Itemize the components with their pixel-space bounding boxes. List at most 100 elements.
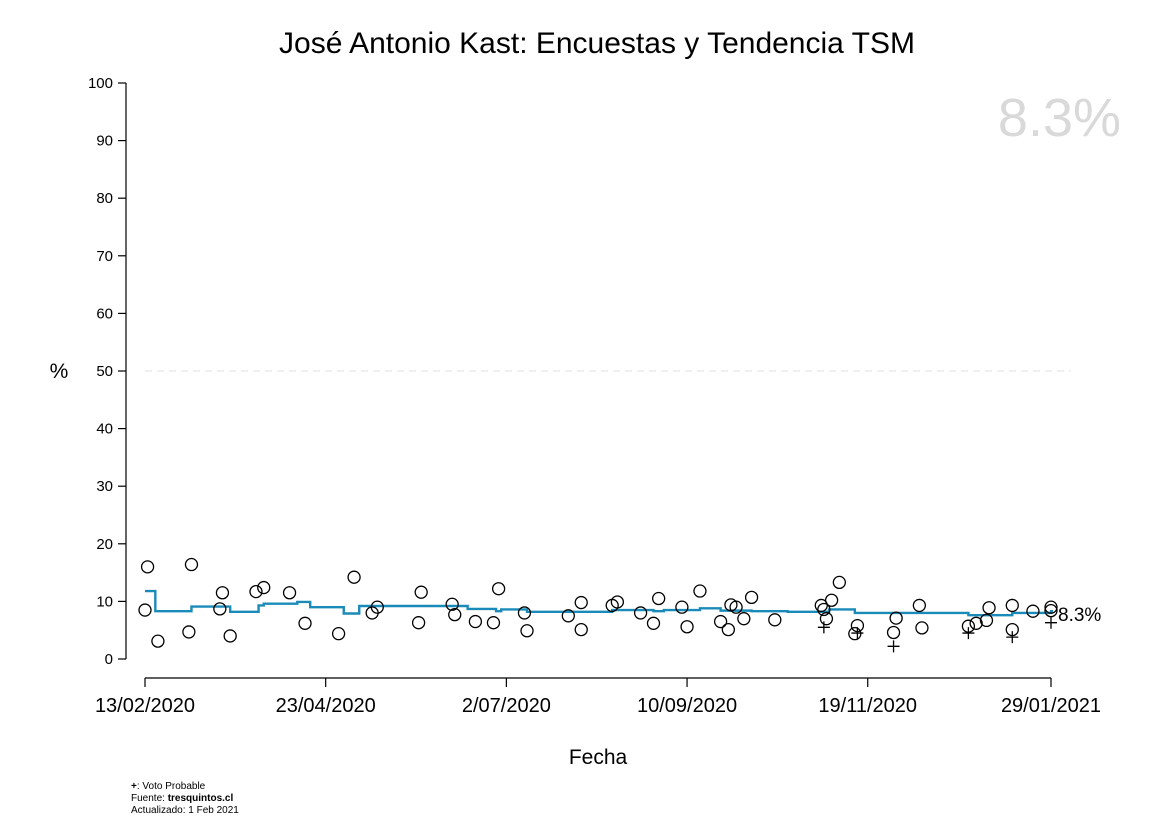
poll-point-58	[1005, 598, 1019, 613]
y-tick-label-80: 80	[96, 190, 113, 207]
y-tick-label-50: 50	[96, 363, 113, 380]
poll-point-2	[151, 634, 165, 648]
poll-point-27	[574, 595, 588, 610]
poll-point-34	[680, 620, 694, 634]
poll-point-50	[886, 625, 901, 640]
x-tick-label-3: 10/09/2020	[637, 695, 737, 717]
y-tick-label-30: 30	[96, 478, 113, 495]
poll-point-53	[915, 621, 929, 635]
poll-point-0	[138, 603, 152, 617]
x-tick-label-4: 19/11/2020	[818, 695, 917, 717]
poll-point-33	[675, 600, 689, 614]
poll-point-55	[969, 616, 983, 630]
poll-point-42	[768, 613, 782, 627]
poll-point-7	[223, 629, 237, 643]
x-tick-label-2: 2/07/2020	[462, 695, 551, 717]
poll-point-20	[468, 614, 483, 629]
x-tick-label-0: 13/02/2020	[95, 695, 195, 717]
footnote-source-link[interactable]: tresquintos.cl	[167, 793, 234, 804]
plus-marker	[962, 627, 975, 640]
y-tick-label-70: 70	[96, 248, 113, 265]
voto-probable-point-4	[1006, 631, 1019, 644]
poll-point-12	[331, 627, 346, 641]
poll-point-4	[184, 557, 199, 572]
y-tick-label-40: 40	[96, 421, 113, 438]
poll-point-60	[1026, 604, 1040, 618]
voto-probable-point-5	[1045, 616, 1057, 629]
poll-point-13	[347, 570, 361, 584]
poll-point-62	[1044, 603, 1058, 618]
poll-point-8	[249, 584, 263, 599]
poll-point-36	[713, 614, 728, 629]
footnote-legend-symbol: +	[131, 781, 137, 792]
poll-point-11	[298, 616, 312, 630]
voto-probable-point-1	[851, 627, 864, 640]
poll-point-35	[693, 584, 707, 598]
poll-point-16	[411, 616, 426, 630]
poll-point-43	[814, 598, 828, 613]
footnote-legend-text: : Voto Probable	[136, 781, 206, 792]
poll-point-6	[215, 586, 230, 600]
poll-point-56	[979, 613, 994, 628]
voto-probable-point-3	[962, 627, 975, 640]
poll-point-25	[561, 609, 575, 623]
y-tick-label-90: 90	[96, 133, 113, 150]
poll-point-3	[182, 625, 196, 639]
poll-point-57	[982, 601, 996, 615]
poll-point-47	[832, 575, 846, 590]
poll-point-51	[889, 611, 903, 625]
poll-point-29	[610, 595, 625, 609]
poll-point-17	[414, 585, 428, 599]
poll-point-45	[819, 612, 834, 626]
footnote-legend: +: Voto Probable	[131, 781, 205, 792]
poll-point-44	[817, 602, 831, 617]
current-value-label: 8.3%	[998, 88, 1121, 148]
end-value-label: 8.3%	[1058, 605, 1101, 626]
poll-point-41	[744, 590, 759, 605]
axes-layer: 0 10 20 30 40 50 60 70 80 90 100 13/02/2020 23/04/20…	[88, 75, 1101, 717]
y-tick-label-100: 100	[88, 75, 113, 92]
poll-point-18	[445, 597, 459, 611]
x-tick-label-1: 23/04/2020	[276, 695, 376, 717]
poll-point-9	[257, 580, 271, 595]
poll-point-31	[646, 616, 661, 630]
plus-marker	[851, 627, 864, 640]
poll-point-23	[517, 606, 532, 620]
footnote-source-prefix: Fuente:	[131, 793, 168, 804]
poll-point-22	[491, 582, 506, 596]
poll-point-26	[574, 622, 588, 637]
y-axis-label: %	[50, 360, 69, 383]
poll-point-10	[282, 586, 297, 600]
trend-layer	[145, 589, 1053, 617]
poll-point-46	[824, 593, 839, 607]
y-tick-label-60: 60	[96, 305, 113, 322]
poll-point-1	[140, 560, 155, 574]
y-tick-label-10: 10	[96, 593, 113, 610]
poll-point-24	[520, 624, 534, 638]
voto-probable-point-2	[887, 640, 900, 653]
plus-marker	[1045, 616, 1057, 629]
poll-point-5	[213, 602, 227, 616]
plus-marker	[887, 640, 900, 653]
poll-point-37	[721, 622, 736, 637]
footnote-updated: Actualizado: 1 Feb 2021	[131, 805, 239, 816]
poll-point-15	[370, 600, 384, 614]
poll-point-19	[448, 607, 462, 622]
poll-point-52	[912, 598, 927, 613]
poll-point-30	[633, 606, 648, 620]
footnote-source: Fuente: tresquintos.cl	[131, 793, 233, 804]
plus-marker	[1006, 631, 1019, 644]
plus-marker	[817, 621, 830, 634]
poll-point-32	[652, 591, 666, 606]
y-tick-label-20: 20	[96, 536, 113, 553]
x-axis-label: Fecha	[569, 746, 628, 769]
poll-point-21	[486, 616, 501, 630]
trend-line	[145, 589, 1053, 617]
poll-point-61	[1044, 600, 1058, 614]
voto-probable-point-0	[817, 621, 830, 634]
x-tick-label-5: 29/01/2021	[1001, 695, 1101, 717]
points-layer	[138, 557, 1058, 653]
poll-point-40	[737, 612, 751, 626]
